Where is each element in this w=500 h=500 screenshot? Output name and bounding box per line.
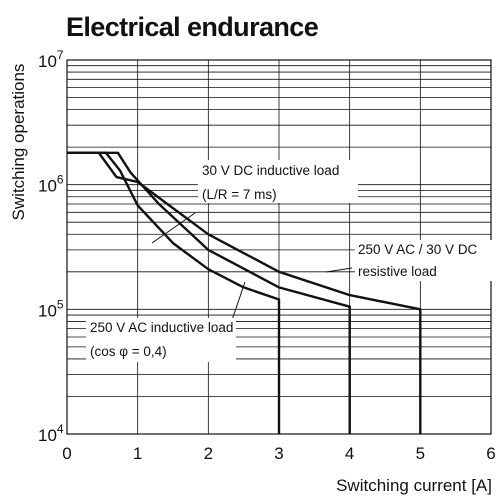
series-line-3 <box>67 151 422 434</box>
series-annotation-text: 250 V AC / 30 V DC <box>358 242 478 257</box>
y-tick-label: 107 <box>38 48 64 71</box>
annotation-leader-line <box>151 212 196 244</box>
y-axis-label: Switching operations <box>9 64 28 221</box>
x-tick-label: 3 <box>274 444 283 463</box>
curve-layer <box>67 151 422 434</box>
annotation-background <box>355 240 493 281</box>
series-line-2 <box>67 151 351 434</box>
chart-title: Electrical endurance <box>66 12 319 42</box>
annotation-leader-line <box>231 281 246 321</box>
annotation-background <box>86 318 236 362</box>
series-annotation-text: (cos φ = 0,4) <box>90 344 167 359</box>
x-tick-label: 2 <box>204 444 213 463</box>
x-axis-label: Switching current [A] <box>336 476 492 495</box>
y-tick-label: 106 <box>38 173 64 196</box>
annotation-layer: 250 V AC inductive load (cos φ = 0,4) 30 V… <box>86 160 493 362</box>
y-tick-label: 105 <box>38 297 64 320</box>
annotation-background <box>198 160 358 203</box>
x-tick-label: 1 <box>133 444 142 463</box>
tick-layer: 0 1 2 3 4 5 6 104 105 106 107 <box>38 48 496 463</box>
x-tick-label: 0 <box>62 444 71 463</box>
series-annotation-text: 250 V AC inductive load <box>90 320 233 335</box>
x-tick-label: 5 <box>416 444 425 463</box>
series-annotation-text: 30 V DC inductive load <box>202 163 339 178</box>
y-tick-label: 104 <box>38 422 64 445</box>
x-tick-label: 6 <box>486 444 495 463</box>
series-annotation-text: (L/R = 7 ms) <box>202 187 277 202</box>
x-tick-label: 4 <box>345 444 354 463</box>
series-annotation-text: resistive load <box>358 264 437 279</box>
series-line-1 <box>67 151 281 434</box>
annotation-leader-line <box>325 267 353 273</box>
